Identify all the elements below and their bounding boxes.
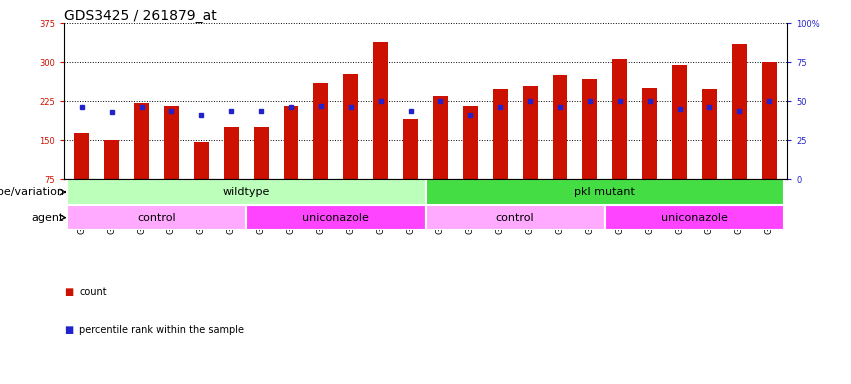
Bar xyxy=(343,74,358,179)
Text: percentile rank within the sample: percentile rank within the sample xyxy=(79,325,244,335)
Bar xyxy=(582,79,597,179)
Bar xyxy=(254,127,269,179)
Bar xyxy=(67,205,246,230)
Text: uniconazole: uniconazole xyxy=(302,213,369,223)
Text: agent: agent xyxy=(31,213,64,223)
Bar xyxy=(67,179,426,205)
Bar xyxy=(463,106,477,179)
Bar xyxy=(702,89,717,179)
Bar xyxy=(426,179,784,205)
Bar xyxy=(643,88,657,179)
Bar xyxy=(134,103,149,179)
Bar xyxy=(762,62,777,179)
Bar xyxy=(224,127,238,179)
Bar xyxy=(426,205,605,230)
Bar xyxy=(523,86,538,179)
Bar xyxy=(313,83,328,179)
Bar xyxy=(493,89,508,179)
Bar xyxy=(74,134,89,179)
Text: ■: ■ xyxy=(64,325,73,335)
Text: GDS3425 / 261879_at: GDS3425 / 261879_at xyxy=(64,9,216,23)
Bar xyxy=(605,205,784,230)
Bar xyxy=(374,42,388,179)
Text: wildtype: wildtype xyxy=(222,187,270,197)
Bar xyxy=(732,44,747,179)
Text: genotype/variation: genotype/variation xyxy=(0,187,64,197)
Bar xyxy=(283,106,299,179)
Text: control: control xyxy=(496,213,534,223)
Bar xyxy=(403,119,418,179)
Text: pkl mutant: pkl mutant xyxy=(574,187,636,197)
Bar xyxy=(552,75,568,179)
Bar xyxy=(672,65,687,179)
Bar xyxy=(164,106,179,179)
Bar xyxy=(194,142,208,179)
Text: ■: ■ xyxy=(64,287,73,297)
Bar xyxy=(246,205,426,230)
Bar xyxy=(613,60,627,179)
Bar xyxy=(104,140,119,179)
Bar xyxy=(433,96,448,179)
Text: count: count xyxy=(79,287,106,297)
Text: control: control xyxy=(137,213,176,223)
Text: uniconazole: uniconazole xyxy=(661,213,728,223)
